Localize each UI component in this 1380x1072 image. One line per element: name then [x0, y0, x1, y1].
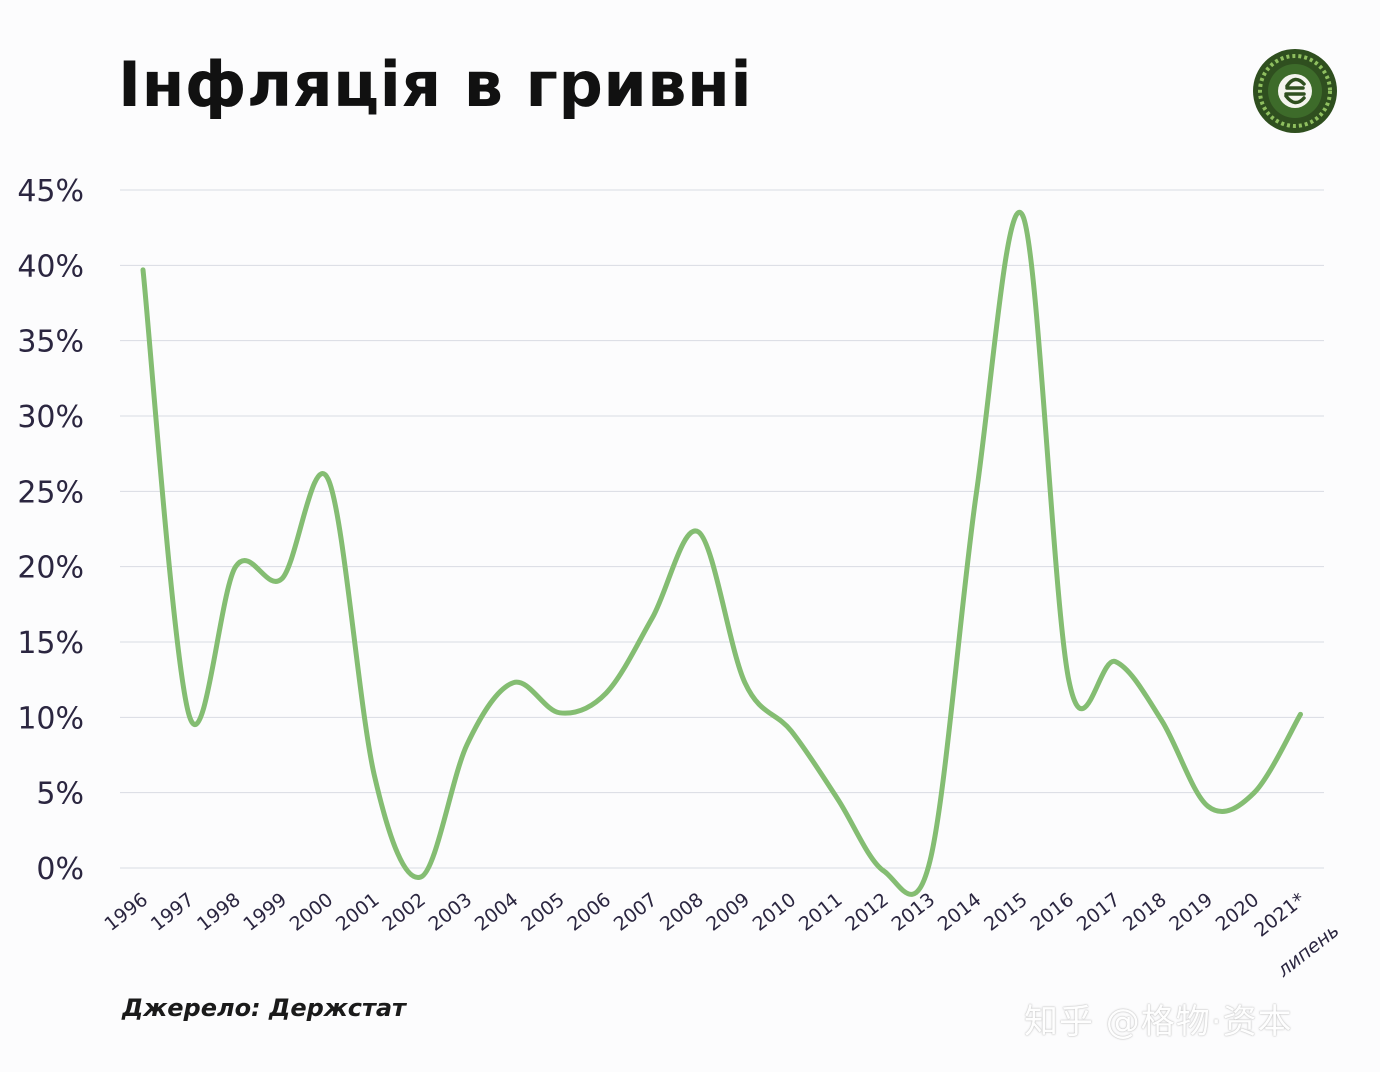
- watermark: 知乎 @格物·资本: [1024, 1002, 1293, 1042]
- x-tick-label: 2004: [471, 889, 523, 936]
- x-tick-label: 2008: [656, 889, 708, 936]
- y-tick-label: 10%: [17, 701, 84, 736]
- series-layer: [140, 210, 1303, 897]
- x-tick-label: 2015: [980, 889, 1032, 936]
- x-tick-label: 2010: [749, 889, 801, 936]
- y-tick-label: 40%: [17, 249, 84, 284]
- series-line: [140, 210, 1303, 897]
- x-tick-label: 2012: [841, 889, 893, 936]
- x-tick-label: 2001: [332, 889, 384, 936]
- source-note: Джерело: Держстат: [122, 994, 406, 1022]
- x-tick-label: 1999: [239, 889, 291, 936]
- y-tick-label: 5%: [36, 777, 84, 812]
- x-tick-label: 2007: [610, 889, 662, 936]
- x-tick-label: 2019: [1165, 889, 1217, 936]
- y-tick-label: 25%: [17, 475, 84, 510]
- y-tick-label: 35%: [17, 325, 84, 360]
- y-tick-label: 15%: [17, 626, 84, 661]
- y-axis-ticks: 0% 5% 10% 15% 20% 25% 30% 35% 40% 45%: [17, 174, 84, 887]
- x-tick-label: 1997: [147, 889, 199, 936]
- y-tick-label: 0%: [36, 852, 84, 887]
- chart-title: Інфляція в гривні: [118, 48, 753, 121]
- x-tick-label: 2000: [286, 889, 338, 936]
- x-tick-label: 1996: [100, 889, 152, 936]
- y-tick-label: 20%: [17, 551, 84, 586]
- x-tick-label: 2017: [1073, 889, 1125, 936]
- x-tick-label: 2014: [934, 889, 986, 936]
- x-tick-label: 2005: [517, 889, 569, 936]
- x-tick-label: 2003: [425, 889, 477, 936]
- y-tick-label: 45%: [17, 174, 84, 209]
- x-tick-label: 2021*: [1250, 889, 1309, 942]
- x-tick-label: 2002: [378, 889, 430, 936]
- x-axis-ticks: 1996199719981999200020012002200320042005…: [100, 889, 1343, 982]
- currency-badge-icon: [1253, 49, 1337, 133]
- x-tick-label: 2009: [702, 889, 754, 936]
- gridlines: [120, 189, 1324, 869]
- y-tick-label: 30%: [17, 400, 84, 435]
- x-tick-label: 1998: [193, 889, 245, 936]
- x-tick-label: 2006: [563, 889, 615, 936]
- x-tick-note: липень: [1272, 920, 1343, 982]
- x-tick-label: 2011: [795, 889, 847, 936]
- x-tick-label: 2018: [1119, 889, 1171, 936]
- x-tick-label: 2016: [1026, 889, 1078, 936]
